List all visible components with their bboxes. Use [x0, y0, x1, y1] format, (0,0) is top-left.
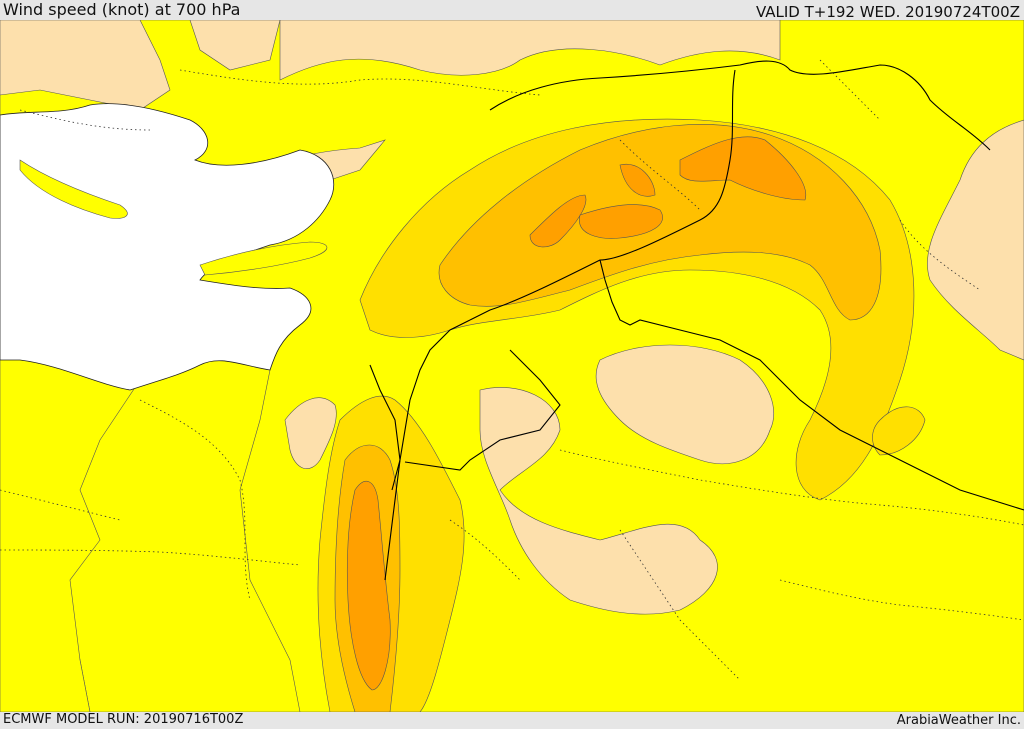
land-patch-north-2: [189, 20, 281, 71]
land-patch-central-2: [479, 387, 718, 615]
wind-wisp-sea-2: [199, 241, 328, 276]
wind-speed-map: [0, 20, 1024, 712]
province-boundaries: [0, 59, 1024, 681]
wind-patch-east: [872, 406, 926, 456]
model-run-label: ECMWF MODEL RUN: 20190716T00Z: [3, 712, 244, 727]
land-patch-sinai: [284, 397, 337, 469]
wind-wisp-sea-1: [19, 159, 128, 219]
land-patch-east: [927, 119, 1024, 361]
footer-bar: ECMWF MODEL RUN: 20190716T00Z ArabiaWeat…: [0, 712, 1024, 729]
land-patch-north-1: [279, 20, 781, 81]
credit-label: ArabiaWeather Inc.: [896, 713, 1021, 728]
map-title: Wind speed (knot) at 700 hPa: [3, 0, 241, 19]
header-bar: Wind speed (knot) at 700 hPa VALID T+192…: [0, 0, 1024, 21]
valid-time-label: VALID T+192 WED. 20190724T00Z: [755, 3, 1020, 21]
country-boundaries: [369, 60, 1024, 581]
land-patch-central-1: [595, 344, 774, 464]
wind-contour-level-4: [529, 136, 807, 248]
wind-contour-level-4-south: [346, 481, 391, 691]
